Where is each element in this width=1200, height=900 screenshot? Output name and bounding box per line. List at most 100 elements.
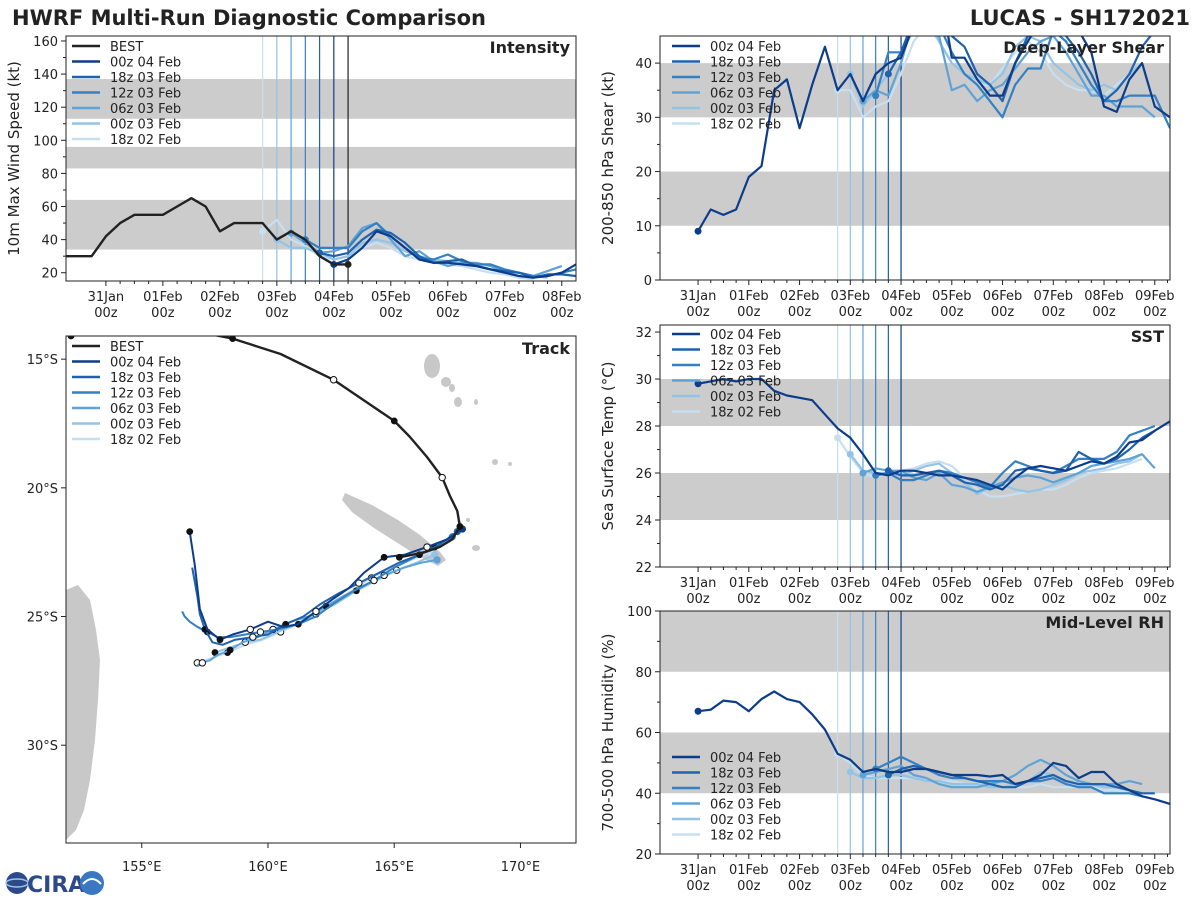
sst-init-marker [834,434,842,442]
shear-xtick-day: 03Feb [831,289,871,304]
sst-xtick-hour: 00z [1092,592,1116,607]
sst-panel: 22242628303231Jan00z01Feb00z02Feb00z03Fe… [599,324,1175,607]
intensity-xtick-day: 04Feb [314,290,354,305]
shear-xtick-day: 02Feb [780,289,820,304]
sst-xtick-day: 02Feb [780,576,820,591]
intensity-xtick-day: 03Feb [257,290,297,305]
shear-xtick-hour: 00z [686,305,710,320]
rh-init-marker [694,707,702,715]
sst-title: SST [1131,327,1164,346]
sst-init-marker [859,469,867,477]
cira-wave-icon [82,878,102,885]
island-landmass [492,459,498,465]
shear-ylabel: 200-850 hPa Shear (kt) [599,71,617,245]
sst-legend-label: 00z 03 Feb [710,390,781,405]
track-halfday-marker [355,579,363,587]
rh-panel: 2040608010031Jan00z01Feb00z02Feb00z03Feb… [599,605,1175,894]
sst-series-line [697,377,1170,491]
intensity-best-end-marker [344,260,352,268]
intensity-best-line [66,196,349,266]
track-legend-label: 12z 03 Feb [110,387,181,402]
shear-xtick-day: 09Feb [1135,289,1175,304]
sst-ytick-label: 32 [635,326,652,341]
sst-frame [659,324,1171,568]
rh-ytick-label: 100 [627,605,652,620]
rh-xtick-day: 03Feb [831,863,871,878]
rh-ylabel: 700-500 hPa Humidity (%) [599,633,617,831]
rh-plot-area [660,611,1170,854]
sst-xtick-day: 08Feb [1084,576,1124,591]
rh-xtick-hour: 00z [940,879,964,894]
rh-init-marker [859,771,867,779]
sst-xtick-day: 04Feb [881,576,921,591]
shear-init-marker [694,227,702,235]
rh-legend-label: 12z 03 Feb [710,782,781,797]
track-halfday-marker [256,628,265,636]
intensity-band [66,199,576,250]
rh-init-marker [884,771,892,779]
track-xtick-label: 170°E [501,860,541,875]
island-landmass [424,354,440,378]
rh-series-line [697,690,1170,805]
sst-init-marker [884,467,892,475]
track-ytick-label: 15°S [27,353,58,368]
shear-xtick-hour: 00z [1092,305,1116,320]
shear-ytick-label: 0 [644,274,652,289]
shear-ytick-label: 30 [635,111,652,126]
sst-xtick-hour: 00z [686,592,710,607]
shear-xtick-hour: 00z [940,305,964,320]
rh-ytick-label: 60 [635,727,652,742]
rh-xtick-day: 01Feb [729,863,769,878]
sst-xtick-hour: 00z [839,592,863,607]
rh-ytick-label: 20 [635,848,652,863]
track-best-halfday-marker [329,376,338,384]
island-landmass [449,384,455,392]
intensity-xtick-hour: 00z [322,306,346,321]
track-halfday-marker [249,633,257,641]
intensity-legend-label: 00z 04 Feb [110,56,181,71]
intensity-ylabel: 10m Max Wind Speed (kt) [5,61,23,256]
shear-plot-area [660,36,1170,280]
intensity-ytick-label: 160 [33,35,58,50]
sst-xtick-day: 01Feb [729,576,769,591]
track-day-marker [216,636,224,644]
intensity-series-line [333,230,576,279]
rh-init-marker [846,768,854,776]
shear-panel: 01020304031Jan00z01Feb00z02Feb00z03Feb00… [599,35,1175,320]
cira-logo: CIRA [5,871,104,898]
track-day-marker [380,553,388,561]
sst-plot-area [660,325,1170,567]
track-frame [65,335,577,844]
track-day-marker [226,646,234,654]
intensity-ytick-label: 20 [41,267,58,282]
track-ytick-label: 25°S [27,611,58,626]
intensity-plot-area [66,36,576,281]
rh-xtick-hour: 00z [788,879,812,894]
shear-band [660,171,1170,226]
figure-title: HWRF Multi-Run Diagnostic Comparison [12,6,486,30]
rh-xtick-day: 09Feb [1135,863,1175,878]
rh-xtick-hour: 00z [1143,879,1167,894]
shear-legend-label: 18z 02 Feb [710,118,781,133]
track-best-line [71,336,462,559]
sst-xtick-hour: 00z [1042,592,1066,607]
rh-xtick-hour: 00z [839,879,863,894]
track-halfday-marker [312,607,320,616]
island-landmass [508,462,512,466]
sst-legend-label: 18z 03 Feb [710,344,781,359]
rh-xtick-hour: 00z [686,879,710,894]
rh-xtick-day: 07Feb [1034,863,1074,878]
rh-title: Mid-Level RH [1045,613,1164,632]
rh-band [660,611,1170,672]
cira-orbit-icon [5,878,29,888]
track-legend-label: 06z 03 Feb [110,402,181,417]
rh-legend-label: 06z 03 Feb [710,798,781,813]
shear-legend-label: 06z 03 Feb [710,87,781,102]
shear-xtick-day: 31Jan [680,289,717,304]
rh-xtick-hour: 00z [991,879,1015,894]
intensity-init-marker [259,227,267,235]
shear-series-line [697,36,1170,232]
intensity-xtick-hour: 00z [208,306,232,321]
sst-xtick-hour: 00z [889,592,913,607]
sst-xtick-day: 03Feb [831,576,871,591]
